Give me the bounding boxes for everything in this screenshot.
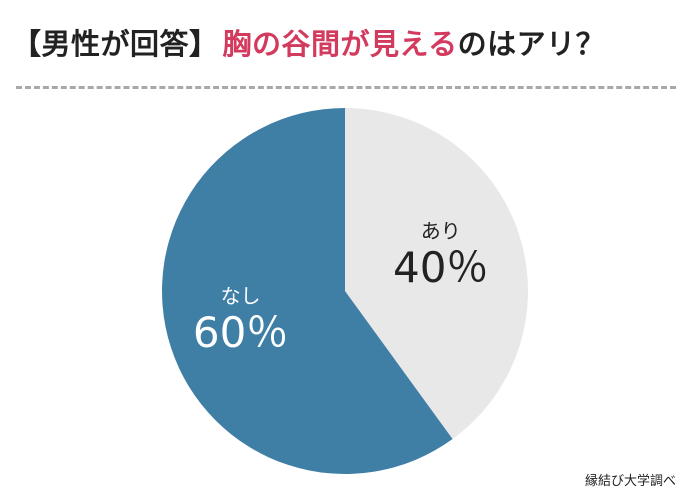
chart-title: 【男性が回答】 胸の谷間が見えるのはアリ？ <box>12 24 605 64</box>
source-credit: 縁結び大学調べ <box>584 474 676 489</box>
slice-yes-value-label: 40％ <box>393 243 488 292</box>
dashed-divider <box>16 86 676 89</box>
slice-no-category-label: なし <box>221 284 261 308</box>
slice-no-value-label: 60％ <box>193 308 288 357</box>
title-prefix: 【男性が回答】 <box>12 27 219 61</box>
slice-no <box>161 108 453 475</box>
slice-yes-category-label: あり <box>421 219 461 243</box>
slice-yes <box>345 108 528 440</box>
title-highlight: 胸の谷間が見える <box>222 27 458 61</box>
title-rest: のはアリ？ <box>457 27 606 61</box>
